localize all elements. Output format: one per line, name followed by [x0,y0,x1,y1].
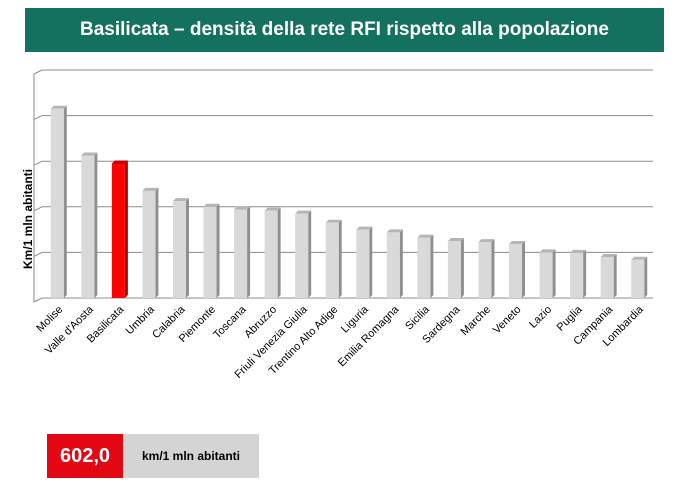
bar-side [460,238,464,298]
bar-side [277,207,281,298]
bar [234,209,248,298]
bar-top [447,238,464,241]
bar-side [583,249,587,298]
bar-top [234,206,251,210]
bar [478,242,492,298]
bar-top [386,229,403,233]
y-axis-label-box: Km/1 mln abitanti [20,160,36,280]
y-tick [33,69,43,75]
bar [172,201,186,298]
bar [539,252,553,298]
page-title: Basilicata – densità della rete RFI risp… [25,8,664,52]
bar-side [216,203,220,298]
y-tick [33,297,43,303]
x-tick-label: Veneto [491,304,524,337]
bar-side [308,210,312,298]
bar-side [522,240,526,298]
bar [570,252,584,298]
bar [50,108,64,298]
y-axis-label: Km/1 mln abitanti [21,169,35,270]
x-tick-label: Lazio [527,304,554,331]
bar-highlight [111,163,125,298]
bar-side [338,219,342,298]
bar-side [399,229,403,298]
bar-top [356,226,373,230]
bar [631,259,645,298]
bar-top [478,239,495,243]
bar-side [369,226,373,298]
bar-side [63,105,67,298]
bar-top [570,249,587,253]
bar-top [172,198,189,202]
bar-top [81,152,98,156]
bar [295,213,309,298]
bar-side [124,160,128,298]
y-tick [33,251,43,257]
bar-top [325,219,342,223]
bar [142,190,156,298]
bar-top [50,105,67,109]
bar-side [155,187,159,298]
bar-top [539,249,556,253]
bar-top [600,253,617,257]
value-badge: 602,0 [47,434,123,478]
y-tick [33,115,43,121]
bar-top [142,187,159,191]
bar-side [430,234,434,298]
bar [509,243,523,298]
bar [600,256,614,298]
bar-top [264,207,281,211]
bar [264,210,278,298]
bar-side [613,253,617,298]
x-tick-label: Sicilia [403,303,432,332]
bar [81,155,95,298]
bar [203,206,217,298]
unit-label: km/1 mln abitanti [123,434,259,478]
bar-top [111,160,128,164]
bar [447,241,461,298]
bar [356,229,370,298]
bar-top [295,210,312,214]
bar-side [185,198,189,298]
bar-side [247,206,251,298]
bar [386,232,400,298]
bar-top [509,240,526,244]
bar-top [417,234,434,238]
bar-side [94,152,98,298]
y-tick [33,160,43,166]
x-tick-label: Toscana [211,303,249,341]
y-tick [33,206,43,212]
bar-top [631,256,648,260]
bar [325,222,339,298]
bar-side [552,249,556,298]
bar-top [203,203,220,207]
x-tick-label: Marche [459,304,493,338]
bar-side [644,256,648,298]
bar-side [491,239,495,298]
bar [417,237,431,298]
